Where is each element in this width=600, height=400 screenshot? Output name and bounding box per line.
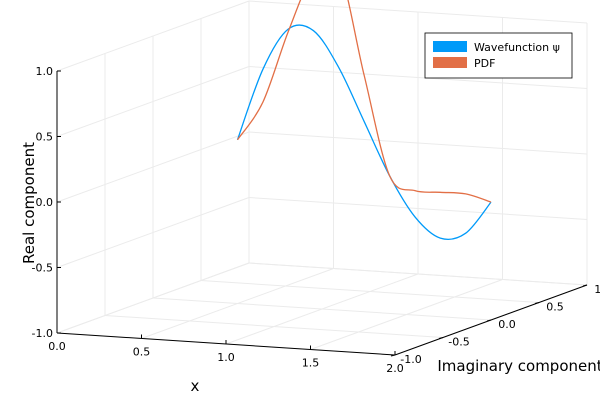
y-tick-label: -1.0: [400, 353, 421, 366]
grid-line-back-z: [248, 131, 588, 155]
grid-line-back-z: [248, 66, 588, 89]
z-tick-label: 1.0: [36, 65, 54, 78]
grid-line-back-z: [248, 197, 588, 220]
series-line-pdf: [236, 0, 492, 203]
grid-line-left-z: [56, 0, 250, 72]
z-tick-label: -1.0: [32, 327, 53, 340]
z-tick-label: 0.0: [36, 196, 54, 209]
x-tick-label: 1.5: [302, 357, 320, 370]
x-tick-label: 0.0: [48, 340, 66, 353]
grid-line-back-z: [248, 262, 588, 286]
legend-swatch-pdf: [433, 57, 467, 68]
grid-line-left-z: [56, 262, 250, 334]
y-tick-label: 0.0: [498, 318, 516, 331]
legend-label-pdf: PDF: [474, 57, 495, 70]
grid-line-floor-y: [152, 297, 492, 321]
legend-label-wavefunction: Wavefunction ψ: [474, 41, 560, 54]
x-axis-label: x: [191, 377, 200, 395]
y-tick-label: -0.5: [448, 336, 469, 349]
x-tick-label: 2.0: [386, 362, 404, 375]
legend: Wavefunction ψ PDF: [424, 32, 573, 79]
y-tick: [534, 302, 540, 304]
series-line-wavefunction: [236, 24, 492, 240]
z-tick-label: -0.5: [32, 262, 53, 275]
grid-line-floor-y: [200, 280, 540, 303]
y-tick-label: 1.0: [594, 283, 600, 296]
z-tick-label: 0.5: [36, 131, 54, 144]
x-tick-label: 0.5: [133, 346, 151, 359]
legend-box: [424, 32, 573, 79]
grid-line-left-z: [56, 66, 250, 137]
y-tick: [438, 337, 444, 339]
z-axis-label: Real component: [20, 142, 38, 264]
y-tick-label: 0.5: [546, 301, 564, 314]
grid-line-left-z: [56, 131, 250, 203]
grid-line-back-z: [248, 0, 588, 24]
y-axis-label: Imaginary component: [437, 357, 600, 375]
x-tick-label: 1.0: [217, 351, 235, 364]
grid-line-floor-y: [104, 315, 444, 338]
legend-swatch-wavefunction: [433, 41, 467, 52]
grid-line-left-z: [56, 197, 250, 268]
y-tick: [582, 284, 588, 287]
y-tick: [486, 319, 492, 322]
y-tick: [390, 354, 396, 357]
